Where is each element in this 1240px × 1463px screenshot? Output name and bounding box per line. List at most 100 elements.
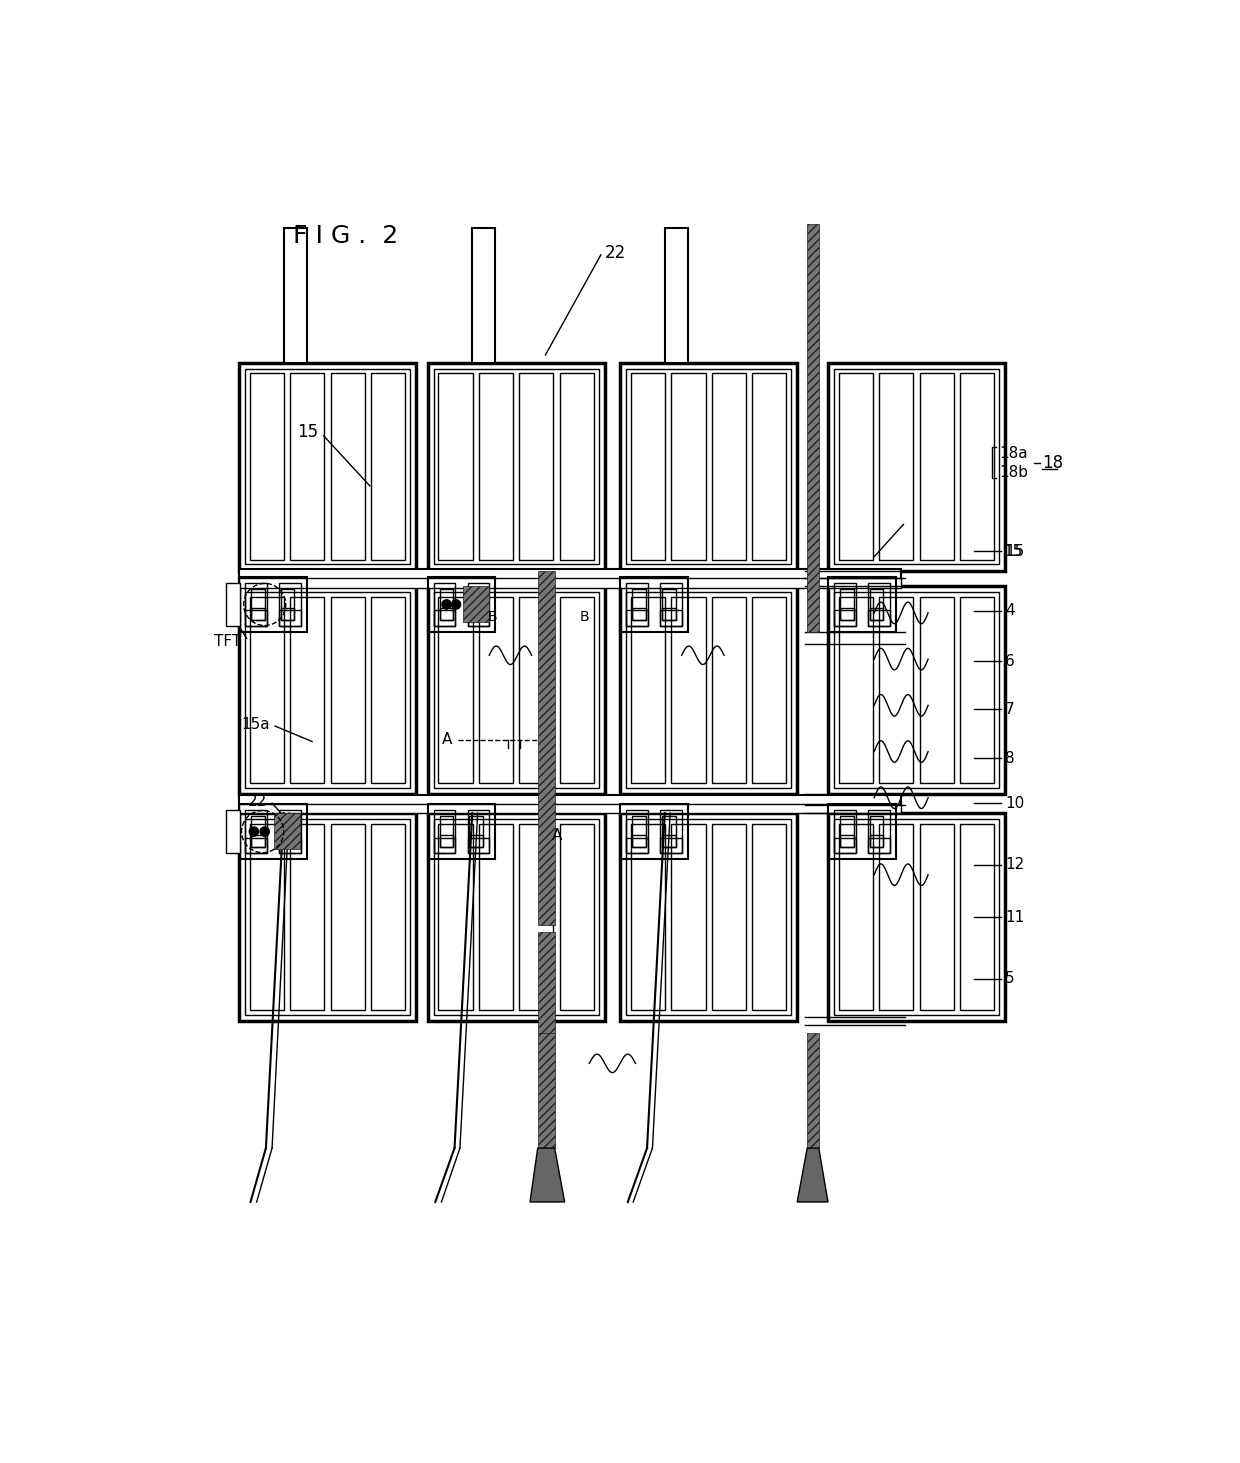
Bar <box>620 813 797 1021</box>
Circle shape <box>445 603 449 606</box>
Bar <box>246 369 410 565</box>
Bar <box>868 610 889 626</box>
Bar <box>252 816 265 847</box>
Bar <box>252 607 265 620</box>
Bar <box>439 373 472 560</box>
Bar <box>868 582 889 626</box>
Bar <box>559 824 594 1011</box>
Text: F I G .  2: F I G . 2 <box>293 224 398 249</box>
Bar <box>920 373 954 560</box>
Bar <box>665 228 688 363</box>
Circle shape <box>260 827 269 837</box>
Bar <box>470 835 484 847</box>
Bar <box>434 593 599 787</box>
Bar <box>620 803 688 859</box>
Bar <box>239 578 901 588</box>
Circle shape <box>263 830 267 834</box>
Bar <box>838 597 873 783</box>
Text: 15: 15 <box>1003 544 1023 559</box>
Bar <box>870 835 883 847</box>
Bar <box>249 597 284 783</box>
Circle shape <box>441 600 451 609</box>
Text: A: A <box>441 733 453 748</box>
Bar <box>246 610 267 626</box>
Bar <box>226 811 239 853</box>
Bar <box>868 811 889 853</box>
Bar <box>279 838 300 853</box>
Text: 4: 4 <box>1006 603 1014 617</box>
Bar <box>660 811 682 853</box>
Bar <box>671 597 706 783</box>
Bar <box>274 813 300 850</box>
Bar <box>470 607 484 620</box>
Bar <box>440 590 454 620</box>
Bar <box>520 373 553 560</box>
Bar <box>960 373 994 560</box>
Bar <box>279 582 300 626</box>
Bar <box>428 576 495 632</box>
Bar <box>371 597 405 783</box>
Circle shape <box>454 603 458 606</box>
Bar <box>626 610 649 626</box>
Bar <box>879 597 914 783</box>
Bar <box>632 835 646 847</box>
Bar <box>841 835 854 847</box>
Bar <box>246 593 410 787</box>
Bar <box>538 571 554 925</box>
Bar <box>835 838 856 853</box>
Text: 5: 5 <box>1006 971 1014 986</box>
Text: 15: 15 <box>298 423 319 440</box>
Bar <box>626 811 649 853</box>
Bar <box>632 590 646 620</box>
Text: 18b: 18b <box>999 465 1028 480</box>
Bar <box>472 228 495 363</box>
Text: B: B <box>580 610 590 623</box>
Bar <box>631 597 665 783</box>
Bar <box>284 228 306 363</box>
Bar <box>331 373 365 560</box>
Text: 10: 10 <box>1006 796 1024 811</box>
Bar <box>434 819 599 1015</box>
Bar <box>371 373 405 560</box>
Bar <box>280 607 294 620</box>
Bar <box>660 838 682 853</box>
Bar <box>434 811 455 853</box>
Bar <box>879 824 914 1011</box>
Bar <box>290 824 325 1011</box>
Bar <box>331 597 365 783</box>
Bar <box>671 373 706 560</box>
Bar <box>835 582 856 626</box>
Bar <box>246 819 410 1015</box>
Bar <box>434 582 455 626</box>
Bar <box>434 369 599 565</box>
Bar <box>538 1033 554 1148</box>
Bar <box>331 824 365 1011</box>
Bar <box>239 803 306 859</box>
Bar <box>249 373 284 560</box>
Bar <box>239 794 901 806</box>
Text: 22: 22 <box>605 243 626 262</box>
Bar <box>835 593 999 787</box>
Bar <box>252 590 265 620</box>
Bar <box>467 582 490 626</box>
Bar <box>920 597 954 783</box>
Bar <box>870 816 883 847</box>
Text: 22: 22 <box>248 794 268 809</box>
Bar <box>479 597 513 783</box>
Bar <box>807 1033 818 1148</box>
Bar <box>835 811 856 853</box>
Bar <box>279 610 300 626</box>
Bar <box>631 824 665 1011</box>
Bar <box>470 816 484 847</box>
Bar <box>712 824 746 1011</box>
Bar <box>440 816 454 847</box>
Bar <box>712 597 746 783</box>
Bar <box>753 824 786 1011</box>
Bar <box>279 811 300 853</box>
Bar <box>662 835 676 847</box>
Bar <box>440 835 454 847</box>
Bar <box>828 813 1006 1021</box>
Bar <box>671 824 706 1011</box>
Bar <box>463 587 489 622</box>
Text: TFT: TFT <box>215 633 242 650</box>
